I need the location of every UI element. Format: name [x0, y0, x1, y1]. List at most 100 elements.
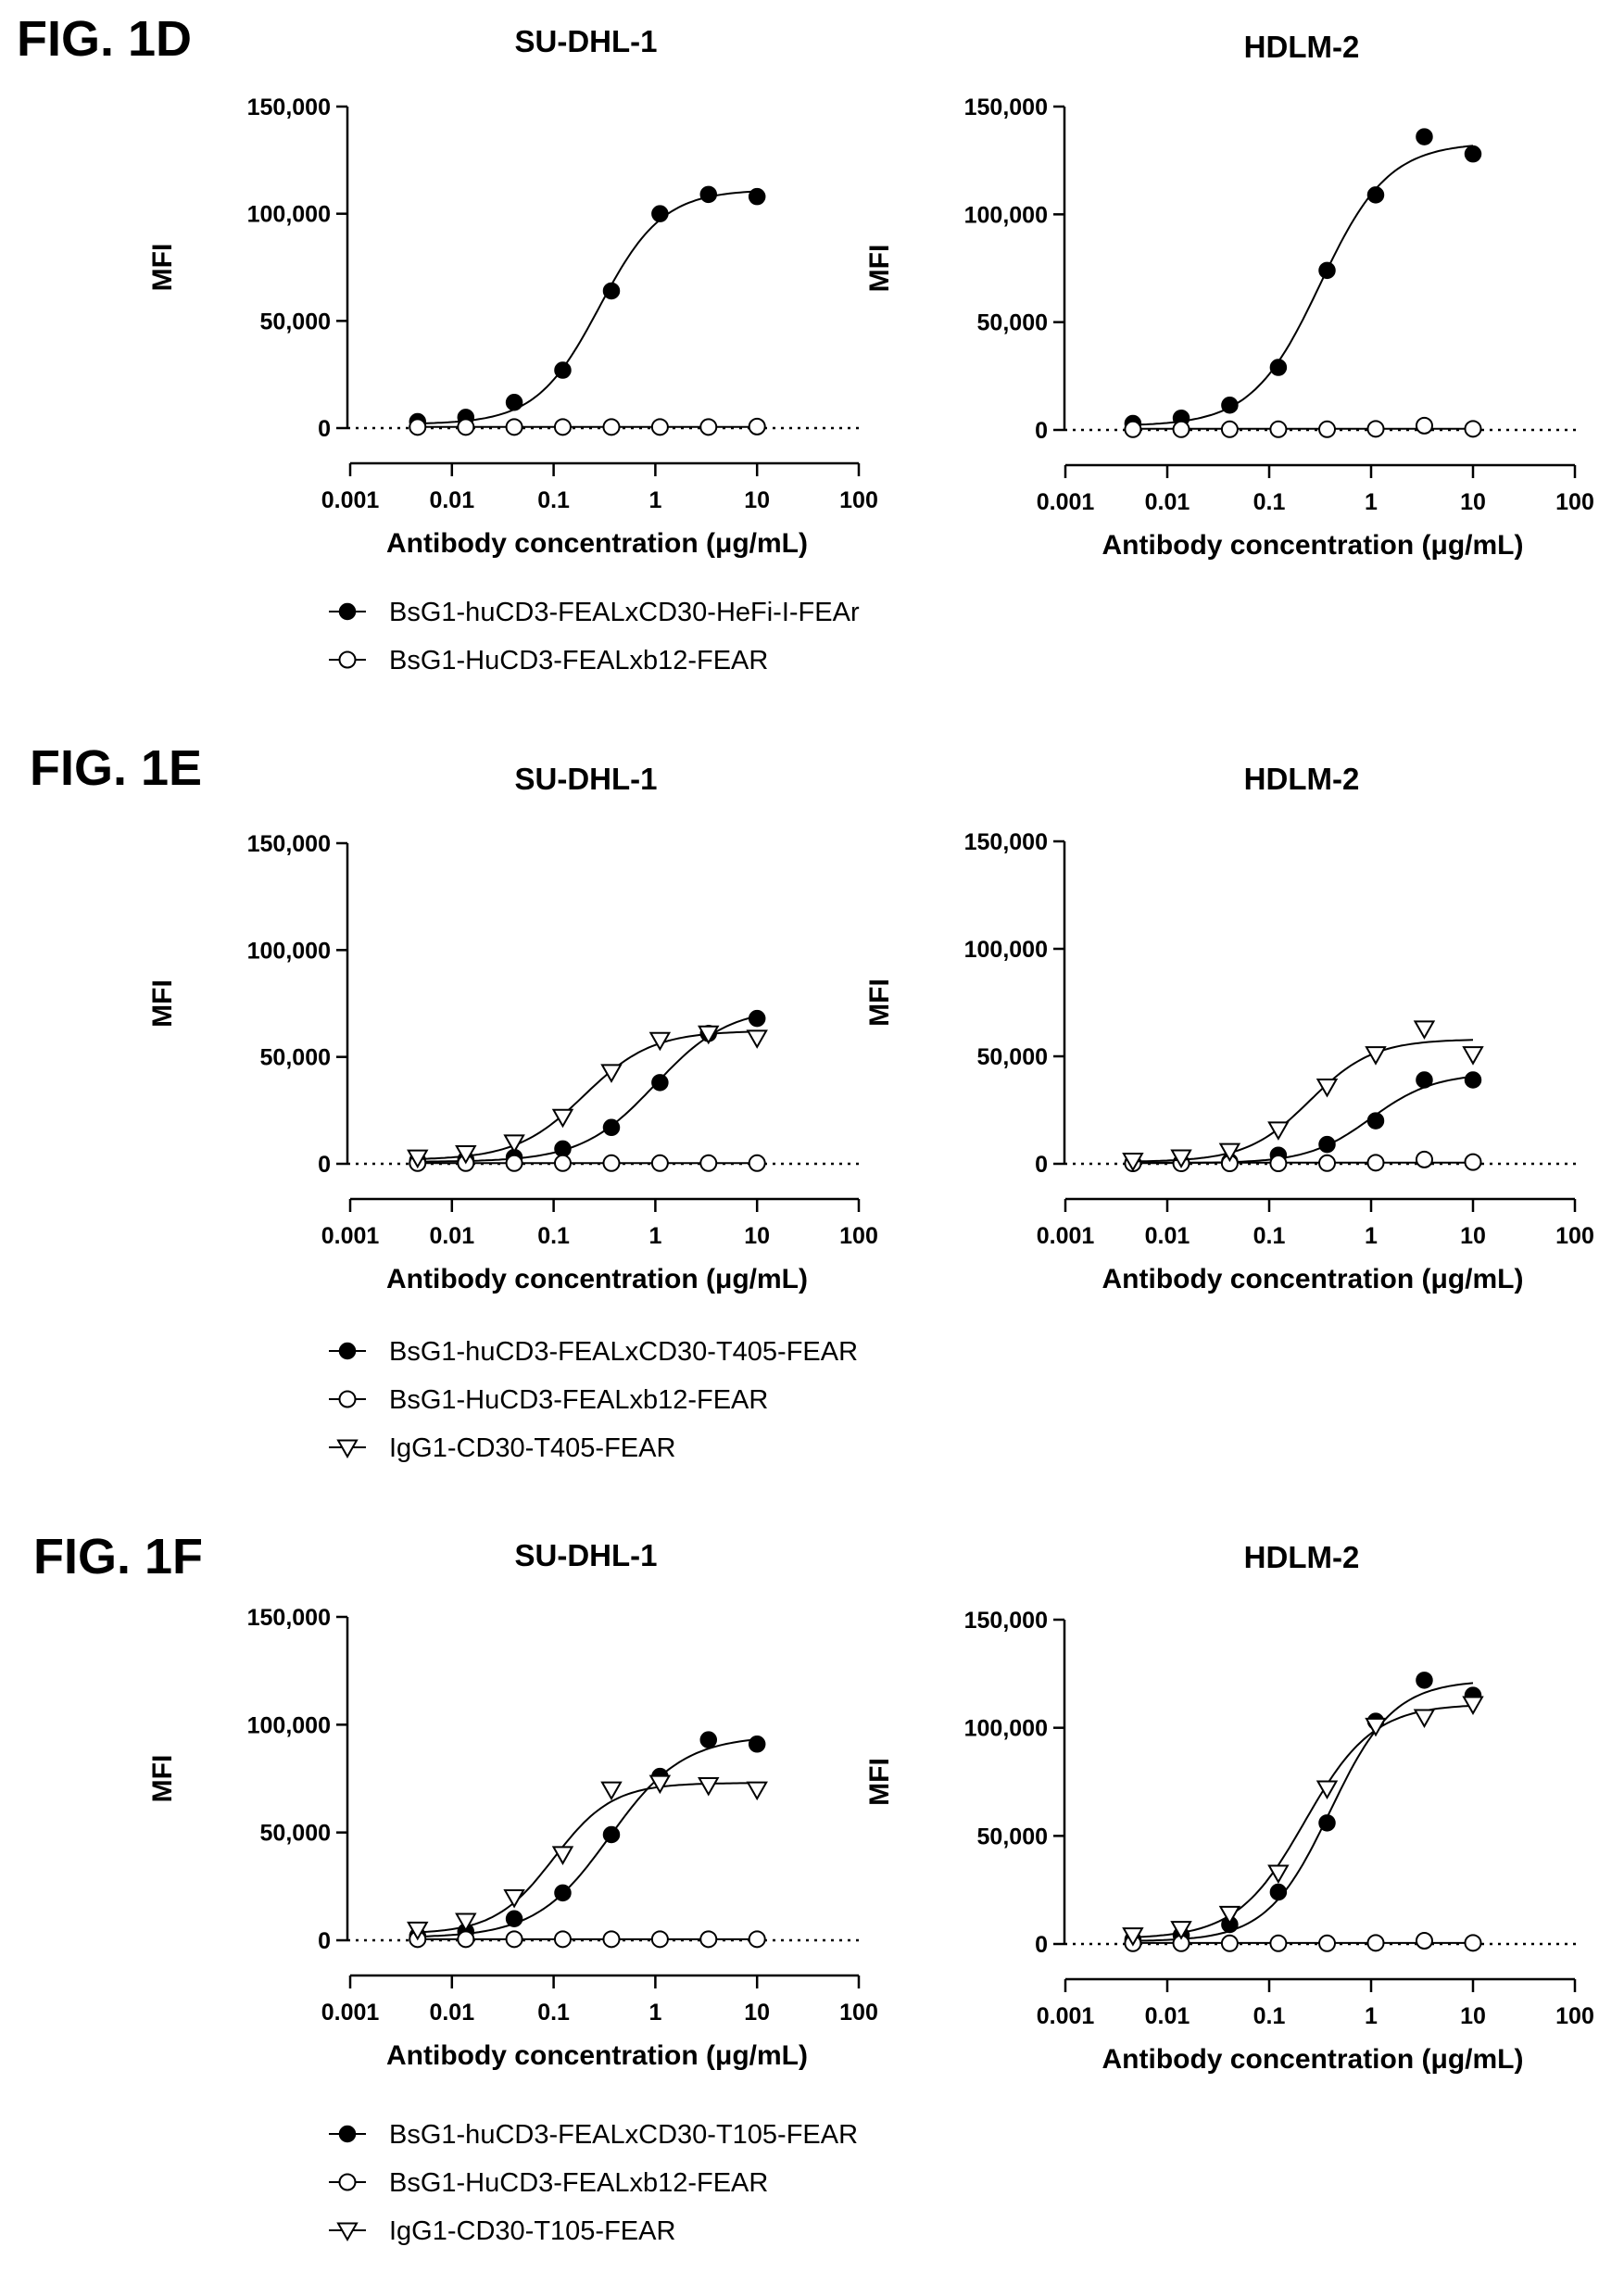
y-tick-label: 100,000	[247, 1712, 331, 1738]
marker-open-circle	[602, 418, 621, 436]
series	[407, 1025, 768, 1169]
x-tick-label: 0.001	[1037, 1223, 1095, 1249]
marker-open-triangle	[455, 1144, 477, 1165]
marker-open-triangle	[1267, 1864, 1290, 1885]
marker-filled-circle	[1269, 1883, 1288, 1901]
marker-filled-circle	[1221, 396, 1239, 414]
marker-open-circle	[650, 1930, 669, 1949]
legend: BsG1-huCD3-FEALxCD30-T105-FEAR BsG1-HuCD3…	[329, 2120, 858, 2246]
marker-open-triangle	[551, 1846, 574, 1865]
marker-open-circle	[1318, 1154, 1337, 1172]
y-tick-label: 150,000	[247, 1605, 331, 1631]
chart-panel: SU-DHL-1 0 50,000 100,000 150,000 MFI 0.001 0.0…	[147, 762, 878, 1294]
y-tick-label: 0	[1035, 1932, 1048, 1958]
x-tick-label: 0.1	[1253, 489, 1286, 515]
marker-open-circle	[1366, 1934, 1385, 1952]
chart-panel: SU-DHL-1 0 50,000 100,000 150,000 MFI 0.001 0.0…	[147, 24, 878, 559]
x-tick-label: 10	[1460, 1223, 1486, 1249]
x-tick-label: 100	[839, 487, 878, 513]
marker-open-circle	[699, 1930, 718, 1949]
marker-open-circle	[1269, 1155, 1288, 1173]
fit-curve	[1132, 1704, 1474, 1938]
y-tick-label: 50,000	[260, 1821, 331, 1847]
marker-filled-circle	[651, 1074, 669, 1092]
y-axis-label: MFI	[864, 245, 895, 293]
y-tick-label: 0	[318, 1928, 331, 1954]
marker-open-triangle	[1365, 1046, 1387, 1066]
fit-curve	[1132, 1682, 1474, 1942]
y-tick-label: 150,000	[247, 831, 331, 857]
x-tick-label: 10	[744, 2000, 770, 2026]
legend-entry: BsG1-HuCD3-FEALxb12-FEAR	[329, 1385, 768, 1415]
fit-curve	[417, 1030, 758, 1160]
marker-open-circle	[457, 418, 475, 436]
marker-open-triangle	[1365, 1717, 1387, 1737]
marker-open-circle	[1318, 420, 1337, 438]
x-tick-label: 0.001	[321, 487, 380, 513]
chart-title: HDLM-2	[1244, 30, 1360, 64]
marker-filled-circle	[602, 1825, 621, 1844]
marker-filled-circle	[1318, 1814, 1336, 1832]
y-tick-label: 0	[318, 416, 331, 442]
marker-open-triangle	[1170, 1921, 1192, 1940]
x-tick-label: 0.1	[537, 487, 570, 513]
fit-curve	[1132, 1039, 1474, 1163]
y-tick-label: 100,000	[247, 202, 331, 228]
marker-open-triangle	[648, 1031, 672, 1052]
marker-filled-circle	[1366, 1112, 1385, 1130]
y-axis-label: MFI	[147, 244, 178, 292]
x-tick-label: 0.001	[1037, 2003, 1095, 2029]
chart-title: SU-DHL-1	[515, 1538, 658, 1572]
marker-filled-circle	[338, 602, 357, 621]
marker-filled-circle	[1366, 186, 1385, 204]
y-tick-label: 100,000	[247, 938, 331, 964]
y-tick-label: 150,000	[247, 95, 331, 120]
fit-curve	[417, 1738, 758, 1938]
series	[407, 1774, 768, 1941]
marker-filled-circle	[338, 1342, 357, 1360]
x-tick-label: 0.01	[1145, 489, 1190, 515]
legend-entry: IgG1-CD30-T105-FEAR	[329, 2216, 675, 2246]
chart-title: SU-DHL-1	[515, 24, 658, 58]
x-tick-label: 0.01	[429, 2000, 474, 2026]
x-tick-label: 1	[648, 1223, 661, 1249]
x-tick-label: 10	[744, 487, 770, 513]
legend-label: IgG1-CD30-T105-FEAR	[389, 2216, 675, 2246]
series	[409, 417, 766, 436]
marker-filled-circle	[602, 1118, 621, 1137]
chart-title: HDLM-2	[1244, 1540, 1360, 1574]
x-axis-label: Antibody concentration (μg/mL)	[1102, 1264, 1524, 1294]
legend: BsG1-huCD3-FEALxCD30-HeFi-I-FEAr BsG1-HuC…	[329, 598, 860, 675]
marker-open-triangle	[648, 1774, 672, 1795]
marker-filled-circle	[602, 282, 621, 300]
chart-panel: SU-DHL-1 0 50,000 100,000 150,000 MFI 0.001 0.0…	[147, 1538, 878, 2071]
y-tick-label: 50,000	[977, 1044, 1048, 1070]
marker-open-triangle	[455, 1912, 477, 1933]
x-tick-label: 1	[1365, 489, 1378, 515]
marker-filled-circle	[748, 1009, 766, 1028]
marker-filled-circle	[505, 393, 523, 411]
legend-label: IgG1-CD30-T405-FEAR	[389, 1433, 675, 1463]
marker-open-circle	[1415, 1150, 1433, 1168]
marker-open-circle	[505, 418, 523, 436]
x-tick-label: 1	[1365, 1223, 1378, 1249]
marker-open-triangle	[698, 1025, 720, 1045]
legend-label: BsG1-huCD3-FEALxCD30-HeFi-I-FEAr	[389, 598, 860, 627]
marker-open-circle	[1366, 1154, 1385, 1172]
marker-open-circle	[457, 1930, 475, 1949]
x-tick-label: 1	[648, 487, 661, 513]
y-axis-label: MFI	[147, 1755, 178, 1803]
x-tick-label: 0.1	[537, 2000, 570, 2026]
marker-filled-circle	[554, 361, 572, 379]
marker-open-circle	[602, 1930, 621, 1949]
marker-open-triangle	[336, 1439, 359, 1459]
marker-open-triangle	[746, 1781, 768, 1801]
x-tick-label: 100	[839, 2000, 878, 2026]
series	[409, 1930, 766, 1949]
marker-open-circle	[1220, 1934, 1239, 1952]
marker-filled-circle	[1464, 1071, 1482, 1089]
marker-open-circle	[338, 2173, 357, 2191]
x-tick-label: 0.001	[321, 2000, 380, 2026]
marker-open-triangle	[503, 1134, 525, 1154]
marker-open-circle	[1318, 1934, 1337, 1952]
